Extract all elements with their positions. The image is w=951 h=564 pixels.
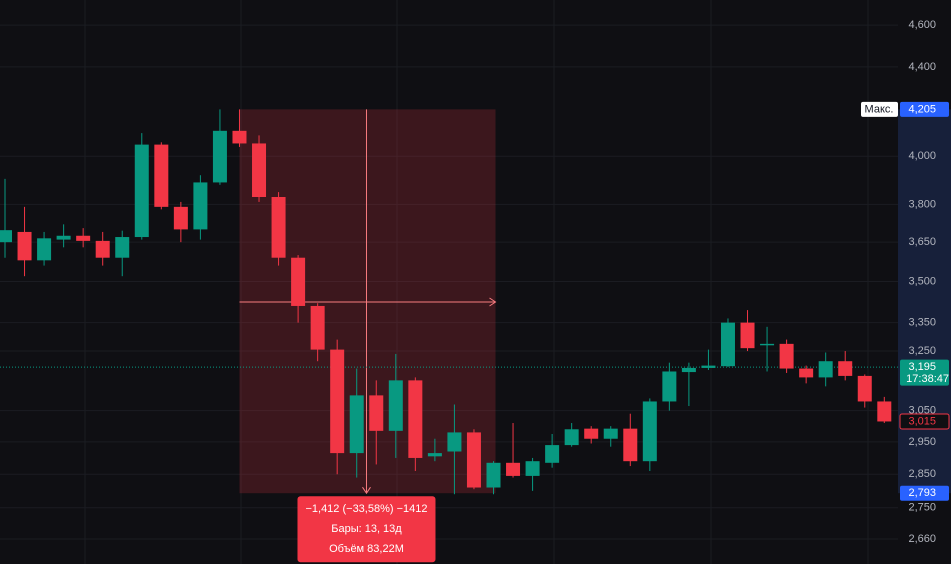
candle-body [232,130,247,144]
y-tick-label: 4,000 [908,150,936,162]
candle-body [545,445,560,463]
candle-body [291,257,306,306]
candle-body [564,429,579,446]
candle-body [427,453,442,457]
y-tick-label: 2,750 [908,502,936,514]
candle-body [877,401,892,422]
candle-body [642,401,657,462]
candle-body [95,240,110,258]
price-label-bg [900,485,949,501]
measure-arrow [362,297,497,495]
candle-body [0,230,12,243]
candle-body [349,395,364,454]
candle-body [388,380,403,431]
y-tick-label: 4,600 [908,19,936,31]
price-label: 4,205 [908,103,936,115]
candle-body [56,235,71,240]
price-label: 3,195 [908,361,936,373]
y-tick-label: 2,850 [908,468,936,480]
candle-body [310,305,325,350]
candle-body [681,367,696,373]
measure-range [239,109,496,494]
y-tick-label: 2,950 [908,436,936,448]
y-tick-label: 3,500 [908,275,936,287]
y-tick-label: 3,800 [908,198,936,210]
y-tick-label: 2,660 [908,533,936,545]
y-tick-label: 4,400 [908,61,936,73]
measure-info-text: −1,412 (−33,58%) −1412 [305,503,427,515]
price-label: 3,015 [908,415,936,427]
candle-body [193,182,208,230]
measure-info-text: Бары: 13, 13д [331,523,402,535]
candle-body [662,371,677,402]
candle-body [838,361,853,376]
price-tag: Макс. [865,103,894,115]
candle-body [701,365,716,368]
candle-body [525,461,540,476]
y-tick-label: 3,350 [908,317,936,329]
price-label-bg [900,101,949,117]
candle-body [154,144,169,207]
candle-body [447,432,462,452]
candle-body [584,428,599,439]
candle-body [506,462,521,476]
candle-body [466,432,481,488]
y-tick-label: 3,250 [908,345,936,357]
candle-body [760,343,775,346]
candle-body [252,143,267,198]
price-label-time: 17:38:47 [906,373,949,385]
price-label-bg [899,413,950,430]
candle-body [603,428,618,439]
candle-body [408,380,423,458]
candle-body [212,130,227,183]
candle-body [37,238,52,261]
candle-body [818,361,833,378]
measure-info-box [297,496,436,563]
candle-body [720,322,735,367]
candle-body [857,375,872,402]
y-tick-label: 3,650 [908,236,936,248]
candle-body [173,206,188,230]
candle-body [369,395,384,431]
candle-body [623,428,638,462]
candle-body [17,231,32,261]
candle-body [330,349,345,454]
candle-body [486,462,501,488]
measure-info-text: Объём 83,22M [329,543,404,555]
candle-body [134,144,149,238]
candle-body [740,322,755,349]
candle-body [779,343,794,369]
candle-body [271,197,286,258]
candle-body [76,235,91,241]
price-label-bg [900,359,949,386]
price-label: 2,793 [908,487,936,499]
price-tag-bg [861,101,898,117]
candle-body [115,237,130,258]
candle-body [799,368,814,378]
